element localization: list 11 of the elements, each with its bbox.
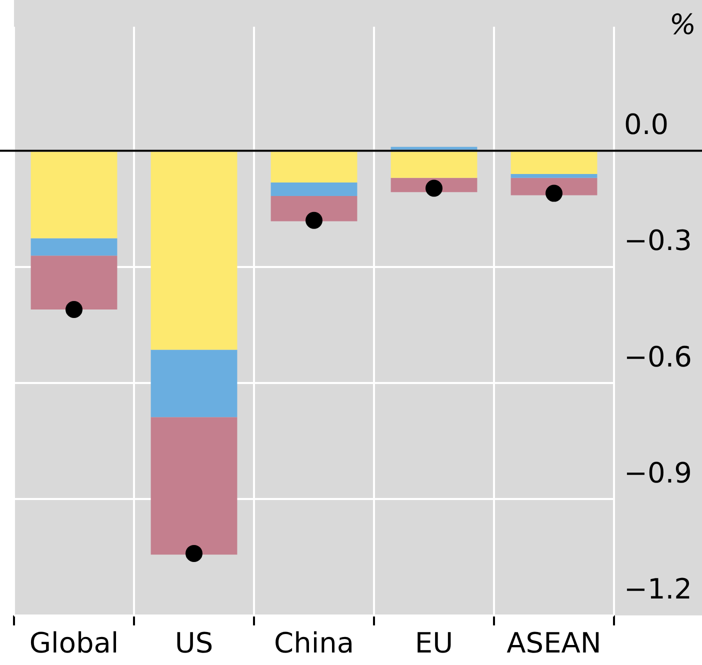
- y-tick-label: −0.6: [624, 340, 692, 374]
- y-tick-label: −0.9: [624, 456, 692, 490]
- y-tick-label: −1.2: [624, 572, 692, 606]
- x-tick-label: Global: [29, 626, 119, 660]
- x-tick-label: China: [274, 626, 354, 660]
- x-tick-label: US: [174, 626, 214, 660]
- y-tick-label: 0.0: [624, 108, 669, 141]
- y-tick-label: −0.3: [624, 224, 692, 258]
- x-tick-label: ASEAN: [506, 626, 602, 660]
- x-tick-label: EU: [414, 626, 454, 660]
- y-axis-title: %: [669, 8, 696, 41]
